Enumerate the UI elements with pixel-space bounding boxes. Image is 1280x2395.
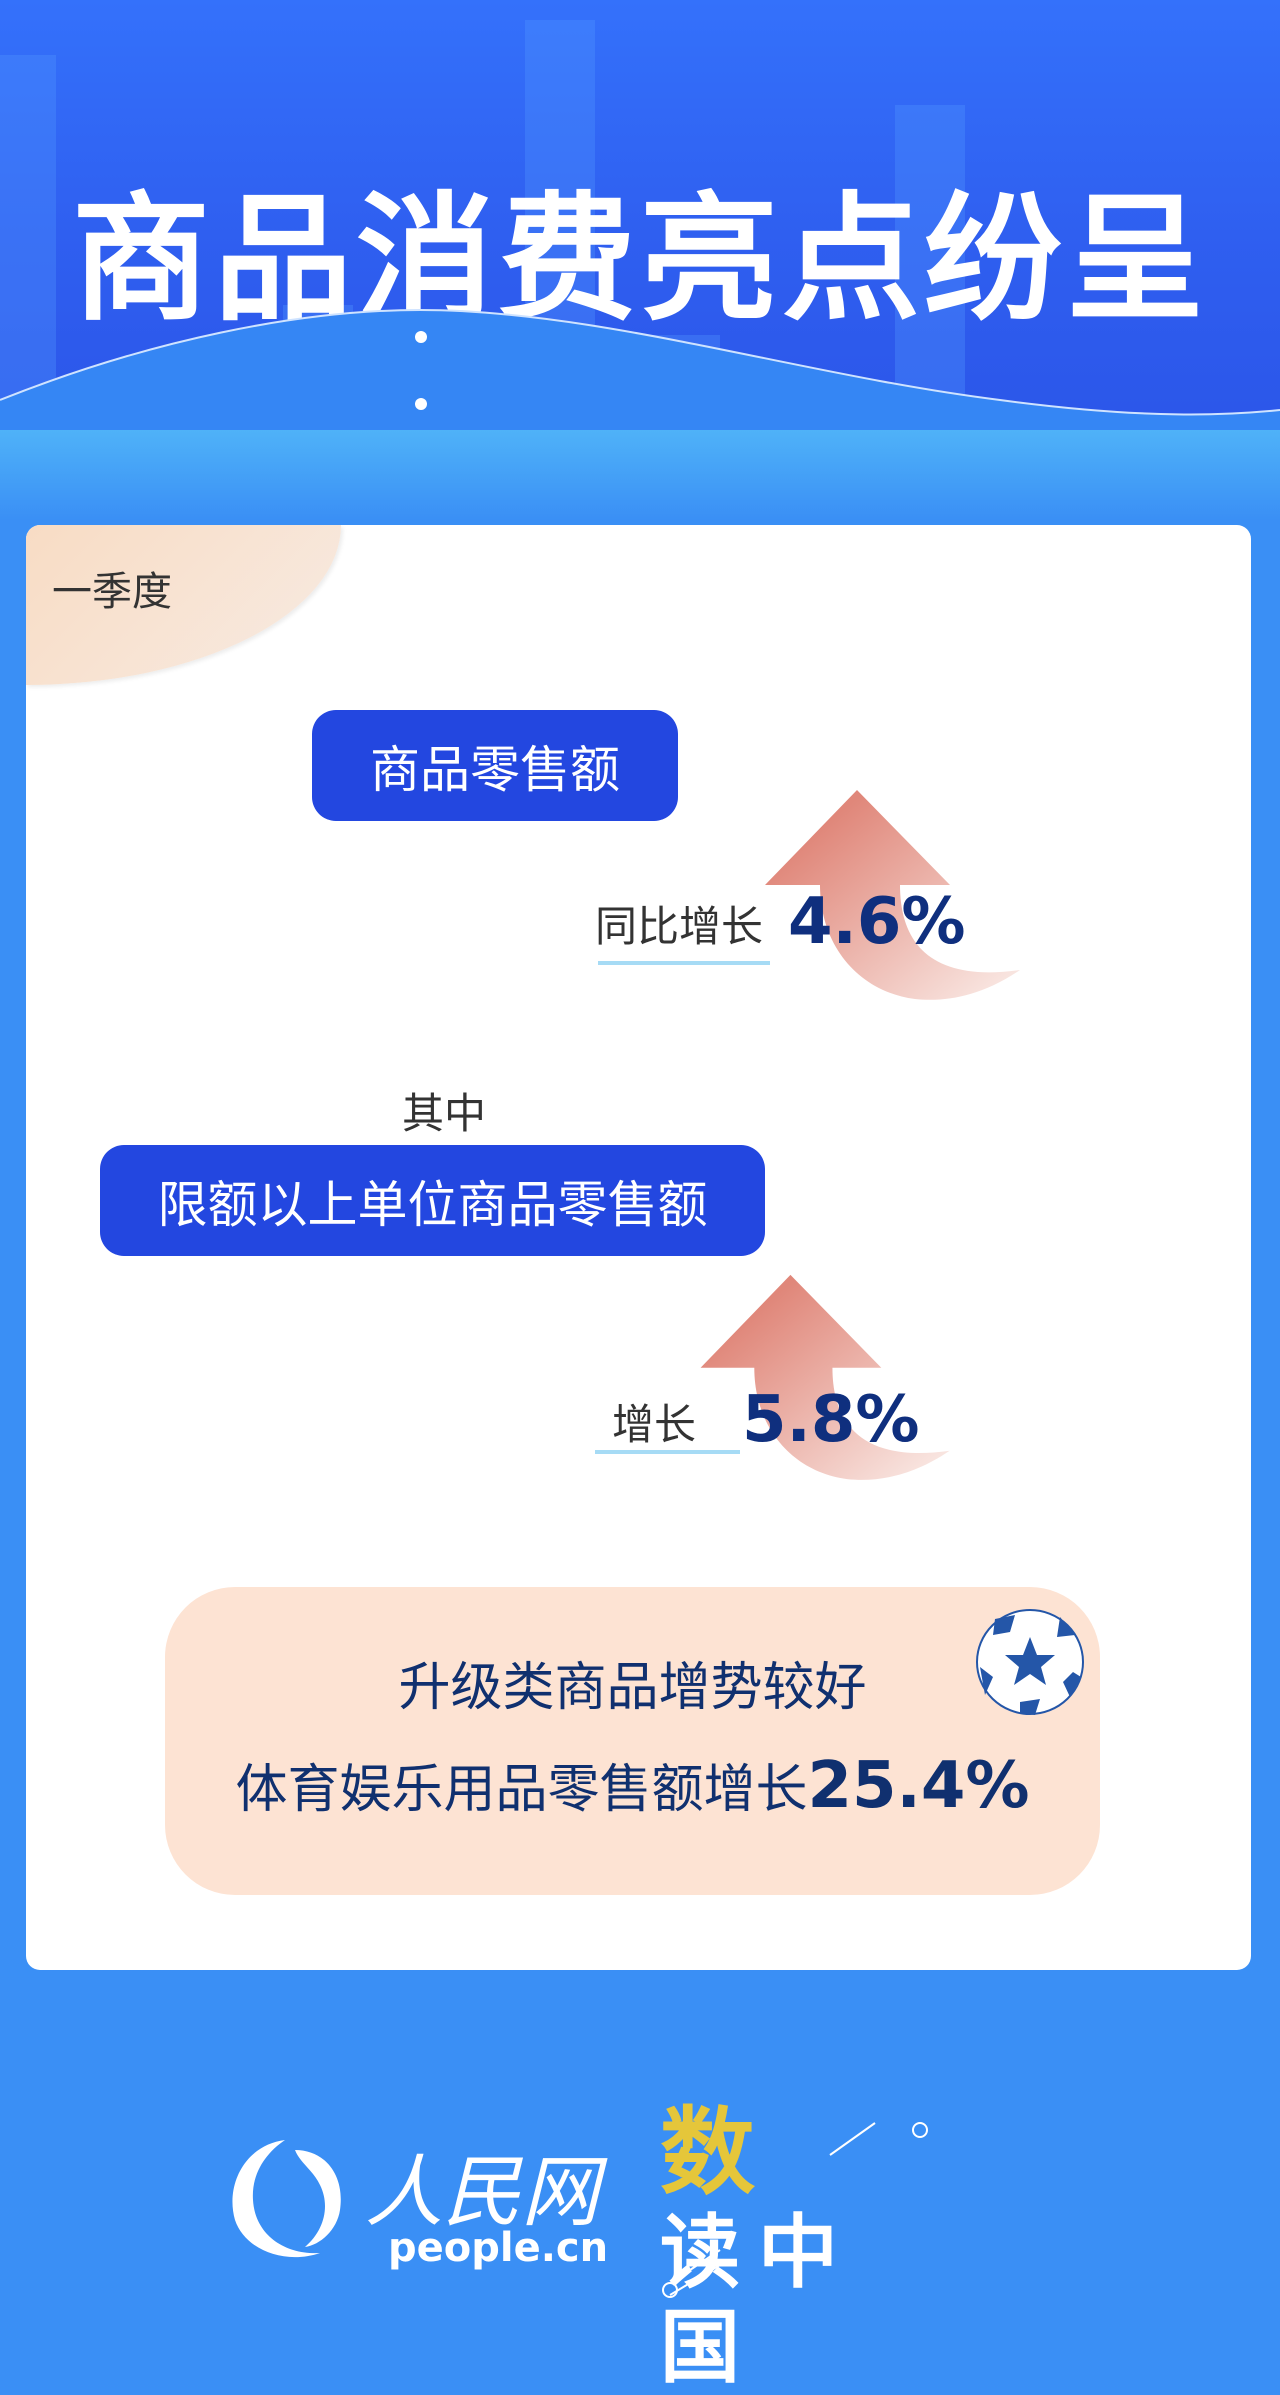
logo2-glyph: 国 — [660, 2300, 758, 2394]
logo1-text: 人民网 — [365, 2148, 600, 2238]
subhead: 其中 — [402, 1089, 487, 1138]
people-cn-logo: 人民网 people.cn — [225, 2130, 609, 2275]
node-lines-decoration — [662, 2122, 928, 2298]
above-quota-retail-label: 限额以上单位商品零售额 — [100, 1145, 765, 1256]
highlight-text: 体育娱乐用品零售额增长 — [235, 1760, 808, 1820]
shudu-zhongguo-logo: 数读中国 — [660, 2105, 940, 2394]
header-banner: 商品消费亮点纷呈 — [0, 0, 1280, 520]
people-logo-icon — [232, 2140, 341, 2258]
retail-sales-label: 商品零售额 — [312, 710, 678, 821]
wave-fade — [0, 430, 1280, 520]
period-label: 一季度 — [52, 569, 172, 615]
page-title: 商品消费亮点纷呈 — [71, 179, 1208, 340]
up-arrow-icon — [765, 790, 1020, 1000]
growth-value: 4.6% — [788, 885, 966, 959]
logo2-glyph: 中 — [758, 2205, 856, 2299]
underline — [595, 1450, 740, 1454]
logo1-domain: people.cn — [388, 2225, 609, 2271]
content-card: 一季度 商品零售额 同比增长 4.6% 其中 限额以上单位商品零售额 增长 5.… — [26, 525, 1251, 1970]
soccer-ball-icon — [976, 1609, 1084, 1715]
growth-value: 5.8% — [742, 1383, 920, 1457]
highlight-box: 升级类商品增势较好 体育娱乐用品零售额增长25.4% — [165, 1587, 1100, 1895]
up-arrow-icon — [700, 1274, 950, 1480]
growth-label: 同比增长 — [595, 902, 764, 951]
highlight-line-1: 升级类商品增势较好 — [398, 1658, 867, 1718]
growth-label: 增长 — [612, 1400, 697, 1449]
highlight-line-2: 体育娱乐用品零售额增长25.4% — [165, 1747, 1100, 1823]
logo2-glyph: 数 — [660, 2097, 774, 2208]
period-tag: 一季度 — [26, 525, 341, 685]
highlight-value: 25.4% — [807, 1749, 1030, 1823]
underline — [598, 961, 770, 965]
